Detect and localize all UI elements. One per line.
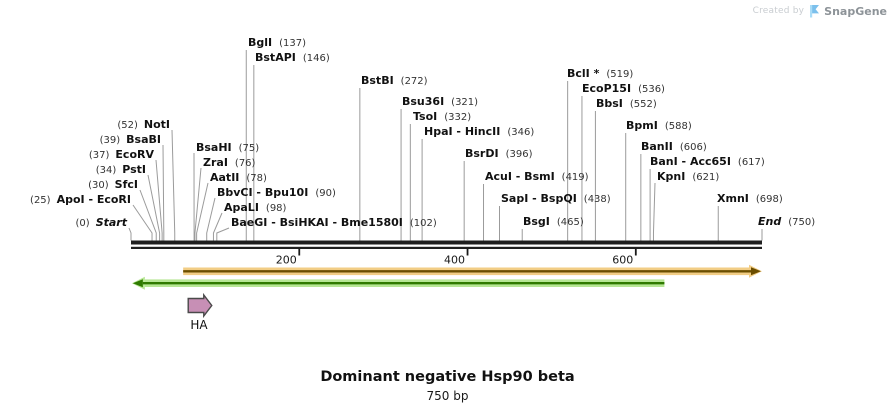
restriction-site-label: TsoI (332) xyxy=(413,110,471,123)
ha-tag-label: HA xyxy=(190,318,208,332)
sequence-bar-top xyxy=(131,240,762,245)
site-leader-line xyxy=(206,197,216,241)
restriction-site-label: BsaHI (75) xyxy=(196,141,259,154)
restriction-site-label: BstAPI (146) xyxy=(255,51,330,64)
map-length: 750 bp xyxy=(426,389,469,403)
snapgene-logo-icon xyxy=(810,5,820,18)
restriction-site-label: (52) NotI xyxy=(117,118,170,131)
feature-arrowhead-core xyxy=(751,267,761,276)
ha-tag-arrow xyxy=(187,292,213,319)
watermark: Created by SnapGene xyxy=(753,4,887,18)
restriction-site-label: BanI - Acc65I (617) xyxy=(650,155,765,168)
restriction-site-label: (0) Start xyxy=(76,216,128,229)
restriction-site-label: SapI - BspQI (438) xyxy=(501,192,611,205)
site-leader-line xyxy=(216,227,230,241)
restriction-site-label: BglI (137) xyxy=(248,36,306,49)
restriction-site-label: (25) ApoI - EcoRI xyxy=(30,193,131,206)
restriction-site-label: EcoP15I (536) xyxy=(582,82,665,95)
restriction-site-label: Bsu36I (321) xyxy=(402,95,478,108)
site-leader-line xyxy=(128,227,132,241)
ruler-tick-label: 400 xyxy=(444,254,465,267)
site-leader-line xyxy=(162,144,165,241)
restriction-site-label: BpmI (588) xyxy=(626,119,692,132)
restriction-site-label: BanII (606) xyxy=(641,140,707,153)
restriction-site-label: BsrDI (396) xyxy=(465,147,533,160)
restriction-site-label: (30) SfcI xyxy=(88,178,138,191)
restriction-site-label: AatII (78) xyxy=(210,171,267,184)
restriction-site-label: BclI * (519) xyxy=(567,67,633,80)
feature-arrowhead-core xyxy=(132,279,143,288)
site-leader-line xyxy=(194,167,202,241)
ruler-tick-label: 200 xyxy=(276,254,297,267)
restriction-site-label: AcuI - BsmI (419) xyxy=(485,170,589,183)
site-leader-line xyxy=(196,182,209,241)
restriction-site-label: HpaI - HincII (346) xyxy=(424,125,534,138)
watermark-brand: SnapGene xyxy=(824,4,887,18)
restriction-site-label: End (750) xyxy=(758,215,815,228)
restriction-site-label: BbvCI - Bpu10I (90) xyxy=(217,186,336,199)
restriction-site-label: BsgI (465) xyxy=(523,215,584,228)
site-leader-line xyxy=(212,212,223,241)
site-leader-line xyxy=(652,182,656,241)
site-leader-line xyxy=(139,189,157,241)
watermark-created-by: Created by xyxy=(752,6,805,16)
restriction-site-label: KpnI (621) xyxy=(657,170,719,183)
restriction-site-label: (37) EcoRV xyxy=(89,148,155,161)
map-title: Dominant negative Hsp90 beta xyxy=(320,369,575,385)
restriction-site-label: BbsI (552) xyxy=(596,97,657,110)
restriction-site-label: (34) PstI xyxy=(96,163,146,176)
restriction-site-label: XmnI (698) xyxy=(717,192,783,205)
site-leader-line xyxy=(171,129,176,241)
restriction-site-label: ZraI (76) xyxy=(203,156,256,169)
sequence-bar-bottom xyxy=(131,246,762,249)
site-leader-line xyxy=(155,159,163,241)
restriction-site-label: ApaLI (98) xyxy=(224,201,287,214)
ruler-tick-label: 600 xyxy=(612,254,633,267)
restriction-site-label: BaeGI - BsiHKAI - Bme1580I (102) xyxy=(231,216,437,229)
site-leader-line xyxy=(132,204,153,241)
site-leader-line xyxy=(147,174,161,241)
sequence-map: 200 400 600 HA (0) Start (25) ApoI - EcoRI (30) S… xyxy=(30,36,815,332)
restriction-site-label: BstBI (272) xyxy=(361,74,428,87)
restriction-site-label: (39) BsaBI xyxy=(100,133,161,146)
